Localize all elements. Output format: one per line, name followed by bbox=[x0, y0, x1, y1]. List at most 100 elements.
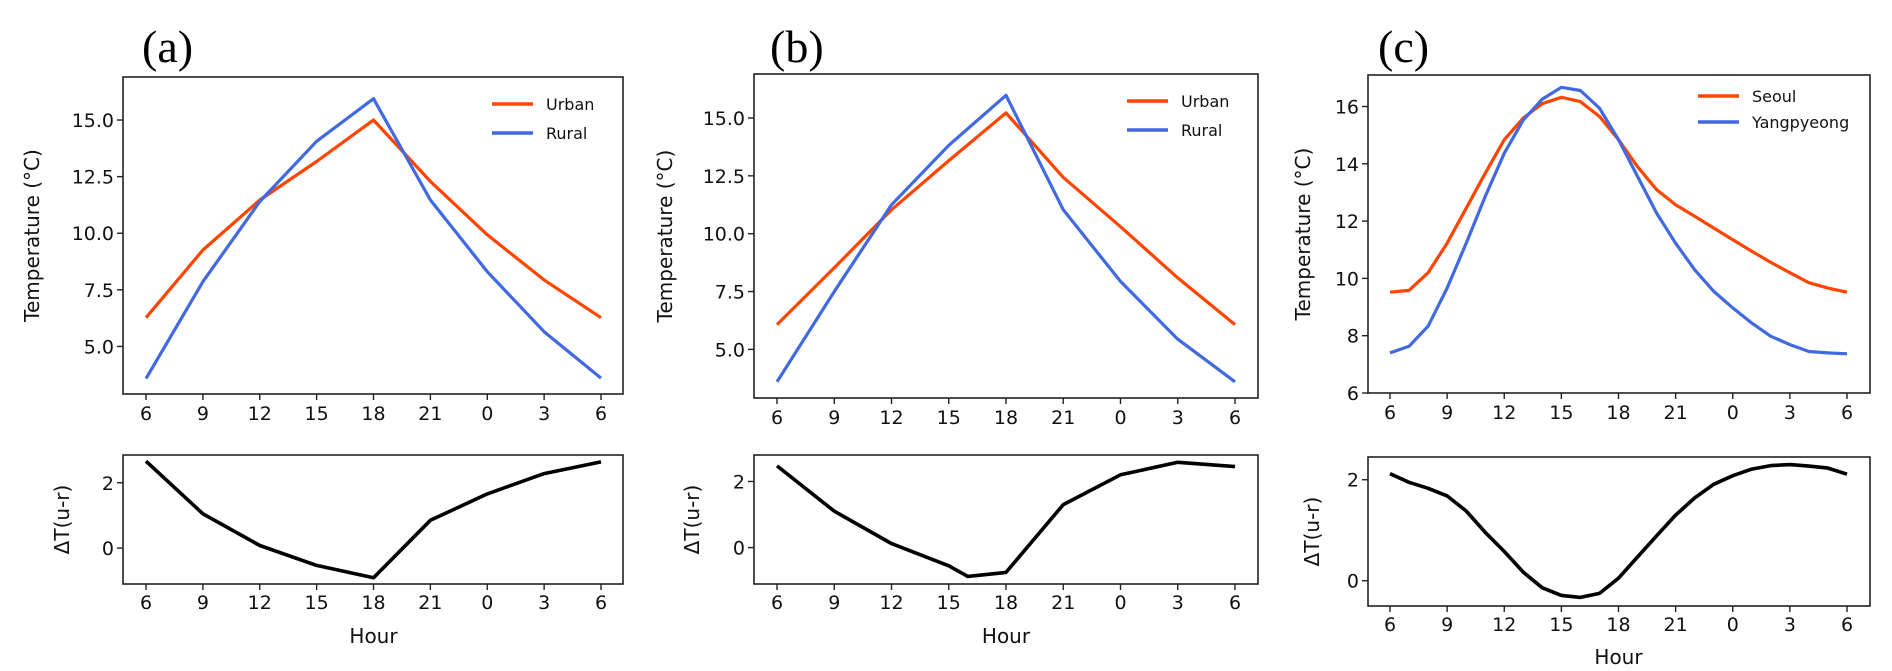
legend-label-rural: Rural bbox=[546, 124, 587, 143]
y-tick-label: 12 bbox=[1335, 211, 1359, 233]
x-tick-label: 0 bbox=[1727, 614, 1739, 636]
x-tick-label: 6 bbox=[595, 403, 607, 425]
y-tick-label: 8 bbox=[1347, 326, 1359, 348]
x-tick-label: 6 bbox=[1384, 402, 1396, 424]
chart-b-temp: (b) 6 9 12 15 18 21 0 3 6 5.0 7.5 10.0 12.5 15.0 Temper… bbox=[653, 21, 1259, 429]
axes-frame bbox=[753, 454, 1259, 585]
x-tick-label: 18 bbox=[1606, 614, 1630, 636]
y-axis-label: Temperature (°C) bbox=[1291, 148, 1315, 322]
series-line-urban bbox=[775, 111, 1237, 326]
x-tick-label: 15 bbox=[1549, 402, 1573, 424]
x-tick-label: 21 bbox=[1051, 592, 1075, 614]
x-tick-label: 9 bbox=[828, 407, 840, 429]
y-tick-label: 5.0 bbox=[84, 336, 114, 358]
x-tick-label: 9 bbox=[828, 592, 840, 614]
x-tick-label: 6 bbox=[140, 592, 152, 614]
x-tick-label: 0 bbox=[1114, 592, 1126, 614]
x-tick-label: 12 bbox=[1492, 614, 1516, 636]
x-tick-label: 15 bbox=[305, 403, 329, 425]
x-tick-label: 21 bbox=[418, 592, 442, 614]
x-tick-label: 12 bbox=[248, 592, 272, 614]
y-tick-label: 14 bbox=[1335, 154, 1359, 176]
x-axis-label: Hour bbox=[349, 624, 398, 648]
legend-label-yangpyeong: Yangpyeong bbox=[1751, 113, 1849, 132]
x-tick-label: 6 bbox=[1384, 614, 1396, 636]
x-tick-label: 12 bbox=[879, 592, 903, 614]
axes-frame bbox=[1367, 456, 1871, 607]
chart-c-temp: (c) 6 9 12 15 18 21 0 3 6 6 8 10 12 14 16 Temperature (°… bbox=[1291, 21, 1871, 424]
x-tick-label: 15 bbox=[937, 592, 961, 614]
x-tick-label: 15 bbox=[1549, 614, 1573, 636]
y-tick-label: 15.0 bbox=[703, 108, 745, 130]
chart-c-delta: 6 9 12 15 18 21 0 3 6 0 2 ΔT(u-r) Hour bbox=[1300, 456, 1871, 669]
y-tick-label: 7.5 bbox=[715, 282, 745, 304]
panel-label: (c) bbox=[1378, 21, 1429, 72]
x-tick-label: 3 bbox=[538, 403, 550, 425]
x-tick-label: 15 bbox=[937, 407, 961, 429]
chart-a-temp: (a) 6 9 12 15 18 21 0 3 6 5.0 7.5 10.0 12.5 15.0 Temper… bbox=[20, 21, 624, 425]
chart-a-delta: 6 9 12 15 18 21 0 3 6 0 2 ΔT(u-r) Hour bbox=[50, 454, 624, 648]
y-tick-label: 0 bbox=[733, 538, 745, 560]
y-tick-label: 2 bbox=[733, 471, 745, 493]
x-tick-label: 12 bbox=[879, 407, 903, 429]
x-tick-label: 18 bbox=[994, 592, 1018, 614]
x-tick-label: 6 bbox=[1229, 407, 1241, 429]
y-axis-label: ΔT(u-r) bbox=[50, 485, 74, 555]
y-axis-label: Temperature (°C) bbox=[653, 150, 677, 324]
x-tick-label: 6 bbox=[771, 407, 783, 429]
legend-label-rural: Rural bbox=[1181, 121, 1222, 140]
x-tick-label: 15 bbox=[305, 592, 329, 614]
y-tick-label: 2 bbox=[102, 473, 114, 495]
x-tick-label: 9 bbox=[197, 592, 209, 614]
y-tick-label: 0 bbox=[102, 538, 114, 560]
y-axis-label: ΔT(u-r) bbox=[680, 485, 704, 555]
x-tick-label: 3 bbox=[1172, 592, 1184, 614]
x-tick-label: 3 bbox=[1172, 407, 1184, 429]
x-tick-label: 6 bbox=[1229, 592, 1241, 614]
series-line-t bbox=[144, 459, 602, 580]
series-line-t bbox=[1389, 462, 1848, 600]
series-line-urban bbox=[144, 118, 602, 320]
y-tick-label: 7.5 bbox=[84, 280, 114, 302]
y-tick-label: 10.0 bbox=[703, 224, 745, 246]
x-tick-label: 21 bbox=[418, 403, 442, 425]
x-tick-label: 6 bbox=[1841, 614, 1853, 636]
x-tick-label: 6 bbox=[1841, 402, 1853, 424]
x-tick-label: 3 bbox=[1784, 614, 1796, 636]
y-tick-label: 12.5 bbox=[72, 167, 114, 189]
x-tick-label: 21 bbox=[1664, 402, 1688, 424]
y-axis-label: Temperature (°C) bbox=[20, 149, 44, 323]
x-tick-label: 6 bbox=[771, 592, 783, 614]
series-line-rural bbox=[144, 97, 603, 380]
y-tick-label: 2 bbox=[1347, 470, 1359, 492]
chart-b-delta: 6 9 12 15 18 21 0 3 6 0 2 ΔT(u-r) Hour bbox=[680, 454, 1259, 648]
x-tick-label: 6 bbox=[140, 403, 152, 425]
x-tick-label: 18 bbox=[361, 403, 385, 425]
panel-label: (b) bbox=[770, 21, 824, 72]
legend-label-urban: Urban bbox=[1181, 92, 1229, 111]
y-tick-label: 0 bbox=[1347, 571, 1359, 593]
x-tick-label: 0 bbox=[1114, 407, 1126, 429]
x-tick-label: 9 bbox=[1441, 614, 1453, 636]
y-tick-label: 10.0 bbox=[72, 223, 114, 245]
x-tick-label: 12 bbox=[1492, 402, 1516, 424]
y-tick-label: 6 bbox=[1347, 383, 1359, 405]
x-tick-label: 21 bbox=[1051, 407, 1075, 429]
series-line-rural bbox=[775, 93, 1236, 384]
x-tick-label: 18 bbox=[361, 592, 385, 614]
x-axis-label: Hour bbox=[982, 624, 1031, 648]
legend-label-urban: Urban bbox=[546, 95, 594, 114]
y-axis-label: ΔT(u-r) bbox=[1300, 497, 1324, 567]
x-tick-label: 3 bbox=[538, 592, 550, 614]
y-tick-label: 12.5 bbox=[703, 166, 745, 188]
x-tick-label: 6 bbox=[595, 592, 607, 614]
y-tick-label: 15.0 bbox=[72, 110, 114, 132]
legend-label-seoul: Seoul bbox=[1752, 87, 1796, 106]
x-tick-label: 0 bbox=[481, 403, 493, 425]
x-tick-label: 3 bbox=[1784, 402, 1796, 424]
x-tick-label: 18 bbox=[1606, 402, 1630, 424]
y-tick-label: 16 bbox=[1335, 97, 1359, 119]
x-tick-label: 9 bbox=[197, 403, 209, 425]
x-tick-label: 0 bbox=[481, 592, 493, 614]
